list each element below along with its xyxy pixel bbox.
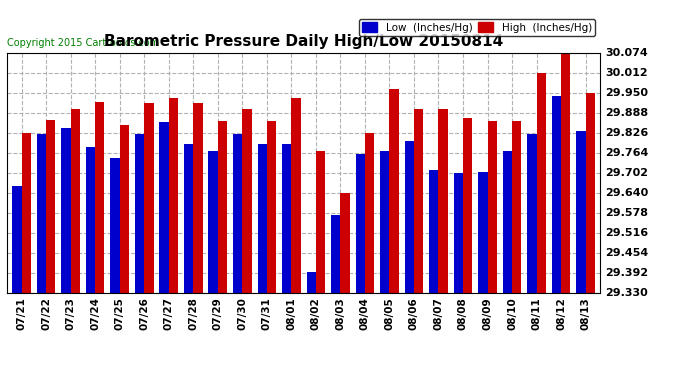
Bar — [95, 102, 104, 375]
Bar — [389, 89, 399, 375]
Bar — [414, 109, 423, 375]
Bar — [61, 128, 70, 375]
Bar — [21, 132, 31, 375]
Bar — [144, 104, 154, 375]
Bar — [576, 131, 586, 375]
Bar — [119, 125, 129, 375]
Bar — [110, 158, 119, 375]
Bar — [282, 144, 291, 375]
Bar — [478, 171, 488, 375]
Bar — [37, 134, 46, 375]
Bar — [193, 104, 203, 375]
Bar — [316, 151, 325, 375]
Bar — [340, 192, 350, 375]
Bar — [242, 109, 252, 375]
Bar — [537, 72, 546, 375]
Bar — [527, 134, 537, 375]
Bar — [463, 118, 472, 375]
Bar — [404, 141, 414, 375]
Text: Copyright 2015 Cartronics.com: Copyright 2015 Cartronics.com — [7, 38, 159, 48]
Bar — [503, 151, 512, 375]
Bar — [233, 134, 242, 375]
Bar — [331, 215, 340, 375]
Bar — [46, 120, 55, 375]
Bar — [159, 122, 169, 375]
Legend: Low  (Inches/Hg), High  (Inches/Hg): Low (Inches/Hg), High (Inches/Hg) — [359, 19, 595, 36]
Bar — [438, 109, 448, 375]
Bar — [70, 109, 80, 375]
Bar — [488, 121, 497, 375]
Bar — [429, 170, 438, 375]
Bar — [218, 121, 227, 375]
Bar — [561, 53, 571, 375]
Bar — [267, 121, 276, 375]
Bar — [453, 173, 463, 375]
Title: Barometric Pressure Daily High/Low 20150814: Barometric Pressure Daily High/Low 20150… — [104, 33, 503, 48]
Bar — [306, 272, 316, 375]
Bar — [12, 186, 21, 375]
Bar — [355, 154, 365, 375]
Bar — [169, 98, 178, 375]
Bar — [380, 151, 389, 375]
Bar — [86, 147, 95, 375]
Bar — [291, 98, 301, 375]
Bar — [208, 151, 218, 375]
Bar — [586, 93, 595, 375]
Bar — [135, 134, 144, 375]
Bar — [552, 96, 561, 375]
Bar — [257, 144, 267, 375]
Bar — [512, 121, 522, 375]
Bar — [184, 144, 193, 375]
Bar — [365, 132, 374, 375]
